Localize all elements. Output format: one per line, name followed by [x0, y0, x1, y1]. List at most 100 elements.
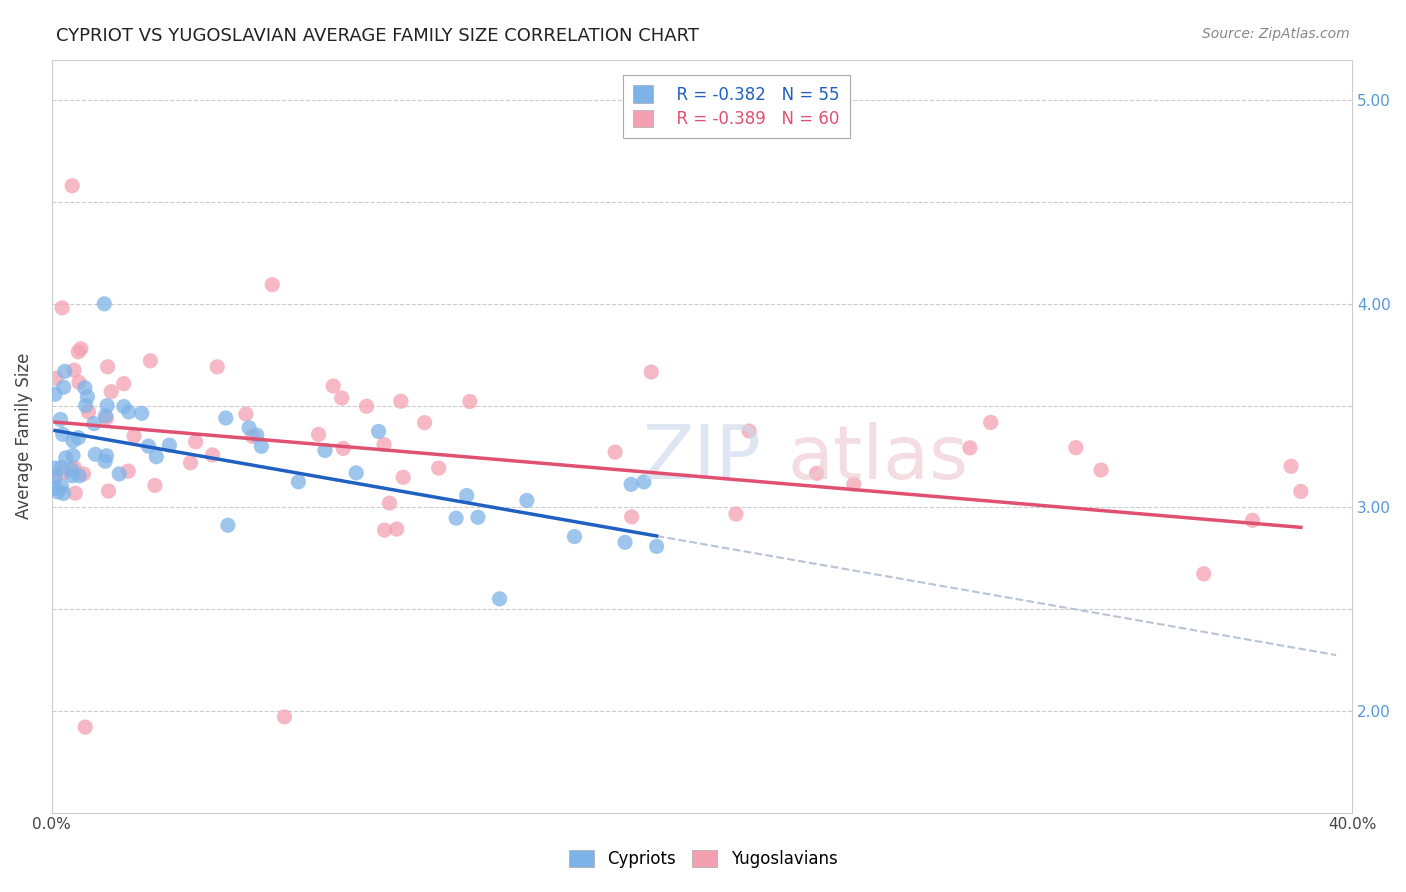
Point [959, 441, 981, 455]
Point [44, 469, 66, 483]
Point [60, 178, 83, 193]
Point [63, 363, 86, 377]
Point [980, 416, 1002, 430]
Point [108, 467, 131, 481]
Point [614, 535, 637, 549]
Point [806, 467, 828, 481]
Point [179, 456, 201, 470]
Point [118, 405, 141, 419]
Point [389, 394, 412, 409]
Point [46, 484, 69, 499]
Point [633, 475, 655, 489]
Text: CYPRIOT VS YUGOSLAVIAN AVERAGE FAMILY SIZE CORRELATION CHART: CYPRIOT VS YUGOSLAVIAN AVERAGE FAMILY SI… [56, 27, 699, 45]
Point [159, 438, 181, 452]
Point [67, 468, 90, 483]
Point [238, 421, 260, 435]
Point [1090, 463, 1112, 477]
Point [1289, 484, 1312, 499]
Point [444, 511, 467, 525]
Point [842, 477, 865, 491]
Point [603, 445, 626, 459]
Point [378, 496, 401, 510]
Point [44, 469, 66, 483]
Point [1241, 513, 1264, 527]
Point [246, 428, 269, 442]
Point [75, 399, 97, 413]
Point [52, 380, 75, 394]
Point [145, 450, 167, 464]
Point [287, 475, 309, 489]
Point [250, 439, 273, 453]
Point [53, 364, 76, 378]
Point [427, 461, 450, 475]
Point [322, 379, 344, 393]
Point [73, 381, 96, 395]
Point [385, 522, 408, 536]
Point [96, 411, 118, 425]
Point [45, 371, 67, 385]
Point [44, 387, 66, 401]
Point [67, 431, 90, 445]
Point [240, 429, 263, 443]
Point [516, 493, 538, 508]
Point [75, 720, 97, 734]
Point [72, 467, 94, 481]
Point [122, 429, 145, 443]
Point [76, 390, 98, 404]
Point [100, 384, 122, 399]
Legend: Cypriots, Yugoslavians: Cypriots, Yugoslavians [562, 843, 844, 875]
Point [49, 412, 72, 426]
Point [60, 468, 83, 483]
Point [62, 434, 84, 448]
Point [201, 448, 224, 462]
Point [83, 417, 105, 431]
Point [139, 354, 162, 368]
Point [94, 409, 117, 423]
Point [77, 405, 100, 419]
Point [458, 394, 481, 409]
Point [367, 425, 389, 439]
Point [620, 477, 643, 491]
Point [235, 407, 257, 421]
Legend:   R = -0.382   N = 55,   R = -0.389   N = 60: R = -0.382 N = 55, R = -0.389 N = 60 [623, 76, 849, 138]
Point [413, 416, 436, 430]
Point [620, 510, 643, 524]
Point [138, 439, 160, 453]
Point [112, 376, 135, 391]
Point [69, 342, 91, 356]
Point [63, 460, 86, 475]
Point [356, 399, 378, 413]
Point [131, 406, 153, 420]
Point [67, 376, 90, 390]
Point [344, 466, 367, 480]
Text: Source: ZipAtlas.com: Source: ZipAtlas.com [1202, 27, 1350, 41]
Point [217, 518, 239, 533]
Point [314, 443, 336, 458]
Point [97, 359, 120, 374]
Point [65, 486, 87, 500]
Point [488, 591, 510, 606]
Point [564, 530, 586, 544]
Point [374, 523, 396, 537]
Point [51, 479, 73, 493]
Point [84, 447, 107, 461]
Point [62, 449, 84, 463]
Text: ZIP: ZIP [643, 422, 762, 495]
Point [93, 297, 115, 311]
Point [1064, 441, 1087, 455]
Point [1279, 459, 1302, 474]
Y-axis label: Average Family Size: Average Family Size [15, 353, 32, 519]
Point [60, 463, 83, 477]
Point [52, 486, 75, 500]
Point [143, 478, 166, 492]
Point [94, 454, 117, 468]
Point [330, 391, 353, 405]
Point [55, 450, 77, 465]
Point [1192, 566, 1215, 581]
Point [373, 437, 395, 451]
Point [96, 449, 118, 463]
Point [467, 510, 489, 524]
Point [332, 442, 354, 456]
Point [392, 470, 415, 484]
Point [456, 489, 478, 503]
